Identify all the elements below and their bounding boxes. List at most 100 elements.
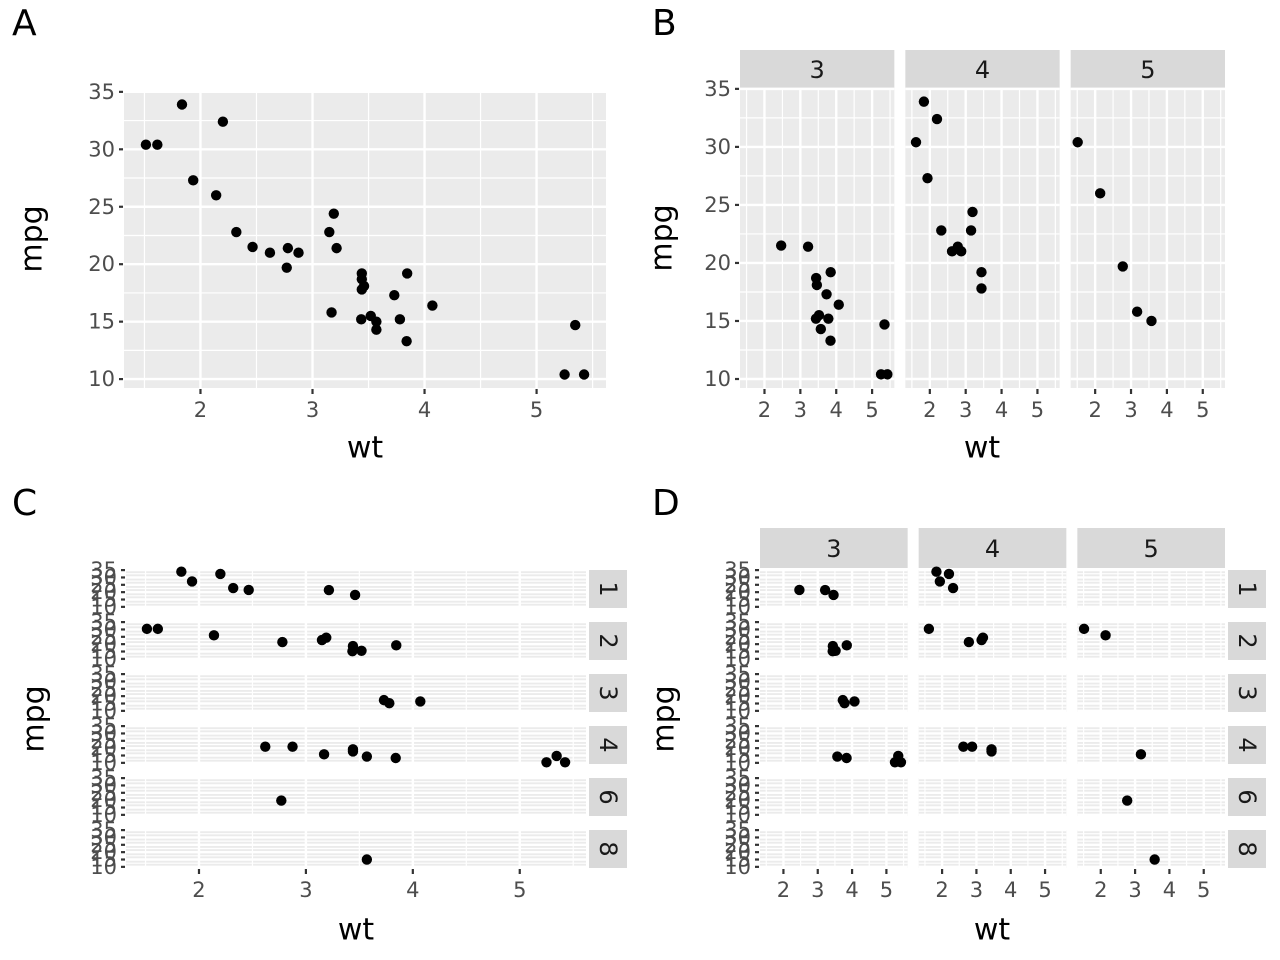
data-point	[578, 369, 590, 380]
facet-strip-right	[1228, 674, 1266, 712]
y-tick-label: 20	[724, 632, 751, 656]
panel-label-a: A	[12, 3, 37, 44]
data-point	[152, 139, 163, 150]
data-point	[966, 741, 978, 752]
data-point	[331, 242, 342, 254]
y-tick-label: 25	[90, 677, 117, 701]
y-tick-label: 10	[724, 647, 751, 671]
data-point	[819, 584, 831, 596]
y-tick-label: 25	[724, 625, 751, 649]
y-axis-title: mpg	[17, 685, 52, 752]
data-point	[356, 284, 368, 295]
data-point	[293, 247, 304, 258]
data-point	[1146, 315, 1157, 327]
strip-label: 6	[1233, 789, 1261, 804]
x-tick-label: 4	[845, 878, 858, 902]
data-point	[947, 582, 959, 594]
y-tick-label: 15	[724, 640, 751, 664]
data-point	[152, 623, 164, 635]
facet-strip-right	[589, 570, 627, 608]
data-point	[559, 757, 571, 768]
data-point	[276, 795, 287, 806]
data-point	[936, 225, 947, 236]
strip-label: 1	[594, 581, 622, 596]
data-point	[570, 319, 581, 331]
data-point	[1094, 188, 1106, 199]
data-point	[141, 623, 153, 635]
y-tick-label: 25	[724, 729, 751, 753]
y-axis-title: mpg	[647, 685, 682, 752]
data-point	[371, 324, 382, 335]
data-point	[833, 299, 844, 310]
data-point	[401, 335, 412, 347]
x-tick-label: 2	[1088, 398, 1101, 422]
facet-strip-right	[1228, 778, 1266, 816]
y-axis-title: mpg	[15, 205, 50, 272]
data-point	[825, 335, 836, 346]
y-tick-label: 35	[90, 766, 117, 790]
y-tick-label: 10	[724, 751, 751, 775]
y-tick-label: 30	[90, 825, 117, 849]
data-point	[825, 267, 836, 278]
facet-strip-right	[1228, 622, 1266, 660]
y-tick-label: 25	[90, 781, 117, 805]
data-point	[1149, 854, 1160, 865]
data-point	[952, 241, 964, 252]
strip-label: 3	[1233, 685, 1261, 700]
facet-strip-right	[589, 674, 627, 712]
y-tick-label: 30	[90, 721, 117, 745]
data-point	[361, 854, 373, 865]
data-point	[1100, 630, 1111, 641]
facet-strip-top	[1070, 50, 1225, 88]
data-point	[839, 698, 850, 709]
x-tick-label: 4	[1163, 878, 1176, 902]
strip-label: 5	[1140, 56, 1155, 84]
data-point	[361, 751, 373, 762]
facet-strip-top	[740, 50, 895, 88]
y-tick-label: 30	[90, 617, 117, 641]
x-tick-label: 2	[1094, 878, 1107, 902]
data-point	[1072, 137, 1083, 148]
x-tick-label: 5	[865, 398, 878, 422]
y-tick-label: 30	[724, 773, 751, 797]
x-tick-label: 2	[194, 398, 207, 422]
y-tick-label: 25	[704, 193, 731, 217]
data-point	[963, 636, 975, 648]
x-tick-label: 2	[923, 398, 936, 422]
y-tick-label: 20	[724, 788, 751, 812]
data-point	[176, 566, 187, 577]
panel-label-b: B	[652, 3, 677, 44]
data-point	[318, 749, 330, 760]
y-tick-label: 15	[90, 744, 117, 768]
data-point	[208, 630, 220, 641]
x-axis-title: wt	[338, 913, 375, 948]
y-tick-label: 30	[724, 721, 751, 745]
y-tick-label: 30	[724, 825, 751, 849]
facet-strip-top	[1077, 528, 1225, 568]
data-point	[277, 636, 288, 648]
strip-label: 4	[975, 56, 990, 84]
y-tick-label: 35	[88, 80, 115, 104]
y-tick-label: 20	[724, 684, 751, 708]
y-tick-label: 35	[724, 610, 751, 634]
x-tick-label: 5	[530, 398, 543, 422]
panel-bg	[1070, 88, 1225, 388]
data-point	[260, 741, 271, 752]
y-tick-label: 15	[90, 588, 117, 612]
panel-label-d: D	[652, 483, 680, 524]
data-point	[1131, 306, 1143, 317]
data-point	[187, 175, 199, 186]
y-tick-label: 15	[90, 692, 117, 716]
facet-strip-top	[760, 528, 908, 568]
data-point	[390, 752, 401, 764]
data-point	[394, 314, 406, 325]
data-point	[1117, 261, 1128, 272]
facet-strip-right	[1228, 570, 1266, 608]
x-tick-label: 4	[1160, 398, 1173, 422]
data-point	[943, 568, 955, 580]
x-tick-label: 5	[1031, 398, 1044, 422]
y-tick-label: 25	[90, 625, 117, 649]
data-point	[967, 206, 978, 218]
data-point	[415, 696, 426, 707]
